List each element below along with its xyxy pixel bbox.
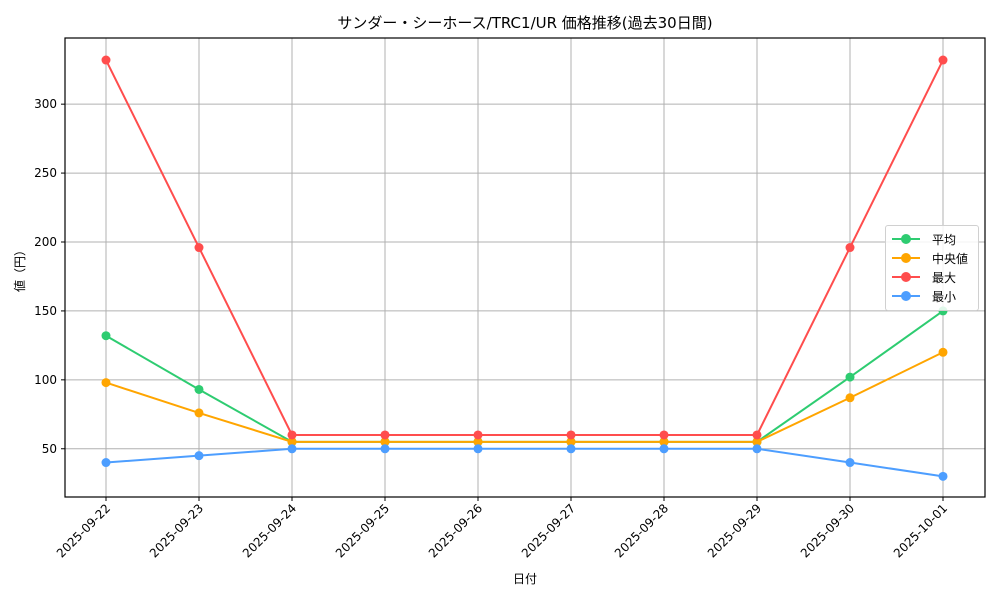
series-平均: [101, 306, 948, 447]
grid-lines: [65, 38, 985, 497]
x-axis-ticks: 2025-09-22 2025-09-23 2025-09-24 2025-09-25…: [54, 497, 950, 560]
y-tick-label: 50: [42, 442, 57, 456]
data-point: [938, 347, 948, 357]
y-axis-label: 値（円）: [12, 244, 27, 292]
data-point: [659, 437, 669, 447]
legend-label: 平均: [932, 232, 957, 247]
x-axis-label: 日付: [513, 572, 537, 586]
x-tick-label: 2025-09-26: [426, 501, 485, 560]
data-point: [473, 444, 483, 454]
x-tick-label: 2025-09-25: [333, 501, 392, 560]
x-tick-label: 2025-09-23: [147, 501, 206, 560]
y-tick-label: 100: [34, 373, 57, 387]
y-tick-label: 300: [34, 97, 57, 111]
data-point: [845, 372, 855, 382]
y-axis-ticks: 50 100 150 200 250 300: [34, 97, 65, 456]
legend-item-max: 最大: [892, 268, 956, 286]
data-point: [194, 451, 204, 461]
data-point: [101, 378, 111, 388]
data-point: [752, 430, 762, 440]
legend-label: 最小: [932, 289, 957, 304]
data-point: [380, 444, 390, 454]
data-point: [473, 430, 483, 440]
data-point: [194, 408, 204, 418]
data-point: [380, 437, 390, 447]
chart-title: サンダー・シーホース/TRC1/UR 価格推移(過去30日間): [337, 14, 713, 32]
data-point: [845, 243, 855, 253]
legend-line-icon: [892, 291, 920, 301]
data-point: [566, 437, 576, 447]
data-point: [287, 437, 297, 447]
data-point: [752, 444, 762, 454]
data-series: [101, 55, 948, 481]
data-point: [287, 444, 297, 454]
x-tick-label: 2025-09-22: [54, 501, 113, 560]
data-point: [938, 55, 948, 65]
legend-item-min: 最小: [892, 287, 956, 305]
series-最小: [101, 444, 948, 481]
legend-line-icon: [892, 272, 920, 282]
data-point: [194, 384, 204, 394]
data-point: [566, 444, 576, 454]
data-point: [938, 471, 948, 481]
x-tick-label: 2025-09-28: [612, 501, 671, 560]
legend-item-average: 平均: [892, 230, 956, 248]
series-中央値: [101, 347, 948, 447]
data-point: [194, 243, 204, 253]
data-point: [101, 458, 111, 468]
data-point: [752, 437, 762, 447]
data-point: [380, 430, 390, 440]
data-point: [659, 444, 669, 454]
data-point: [287, 430, 297, 440]
x-tick-label: 2025-09-27: [519, 501, 578, 560]
legend-line-icon: [892, 234, 920, 244]
y-tick-label: 200: [34, 235, 57, 249]
data-point: [473, 437, 483, 447]
data-point: [845, 393, 855, 403]
legend-label: 中央値: [932, 251, 969, 266]
x-tick-label: 2025-10-01: [891, 501, 950, 560]
data-point: [101, 55, 111, 65]
plot-frame: [64, 37, 986, 498]
series-最大: [101, 55, 948, 440]
x-tick-label: 2025-09-29: [705, 501, 764, 560]
legend-item-median: 中央値: [892, 249, 968, 267]
data-point: [845, 458, 855, 468]
legend-line-icon: [892, 253, 920, 263]
x-tick-label: 2025-09-30: [798, 501, 857, 560]
legend: 平均 中央値 最大 最小: [885, 225, 979, 311]
data-point: [101, 331, 111, 341]
x-tick-label: 2025-09-24: [240, 501, 299, 560]
y-tick-label: 150: [34, 304, 57, 318]
legend-label: 最大: [932, 270, 957, 285]
data-point: [566, 430, 576, 440]
y-tick-label: 250: [34, 166, 57, 180]
data-point: [659, 430, 669, 440]
